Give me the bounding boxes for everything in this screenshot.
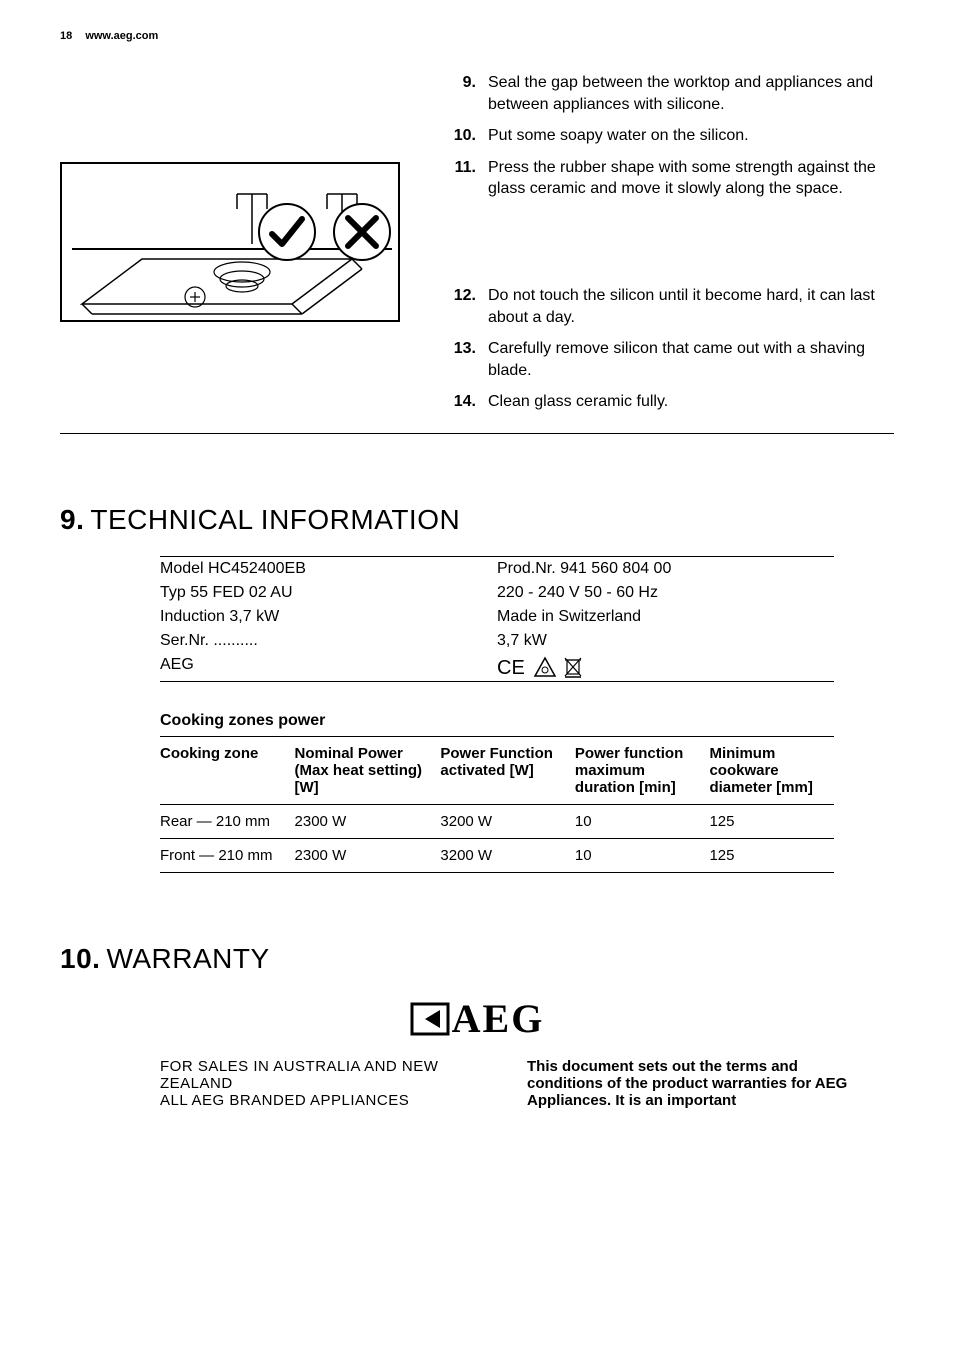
table-cell: 10 (575, 813, 710, 830)
diagram-svg (62, 164, 402, 324)
table-row: Front — 210 mm 2300 W 3200 W 10 125 (160, 839, 834, 873)
step-item: 12. Do not touch the silicon until it be… (450, 285, 894, 328)
step-text: Seal the gap between the worktop and app… (488, 72, 894, 115)
step-item: 13. Carefully remove silicon that came o… (450, 338, 894, 381)
column-header: Cooking zone (160, 745, 295, 796)
table-cell: 3200 W (440, 847, 575, 864)
step-item: 14. Clean glass ceramic fully. (450, 391, 894, 413)
step-number: 10. (450, 125, 488, 147)
step-number: 11. (450, 157, 488, 200)
table-cell: 10 (575, 847, 710, 864)
step-number: 13. (450, 338, 488, 381)
section-number: 9. (60, 504, 84, 535)
header-url: www.aeg.com (85, 30, 158, 42)
ce-mark-icon: CE (497, 656, 527, 678)
table-cell: 125 (709, 813, 834, 830)
section-heading-warranty: 10.WARRANTY (60, 943, 894, 975)
section-title: WARRANTY (106, 943, 269, 974)
tech-cell: 220 - 240 V 50 - 60 Hz (497, 584, 834, 602)
step-text: Press the rubber shape with some strengt… (488, 157, 894, 200)
tech-cell: Induction 3,7 kW (160, 608, 497, 626)
table-row: Ser.Nr. .......... 3,7 kW (160, 629, 834, 653)
aeg-logo-text: AEG (452, 996, 545, 1041)
page-number: 18 (60, 30, 72, 42)
table-row: Rear — 210 mm 2300 W 3200 W 10 125 (160, 805, 834, 839)
aeg-logo-icon (410, 999, 450, 1046)
tech-cell: 3,7 kW (497, 632, 834, 650)
svg-text:CE: CE (497, 657, 525, 678)
table-cell: Front — 210 mm (160, 847, 295, 864)
step-item: 9. Seal the gap between the worktop and … (450, 72, 894, 115)
section-heading-technical: 9.TECHNICAL INFORMATION (60, 504, 894, 536)
step-number: 9. (450, 72, 488, 115)
step-text: Clean glass ceramic fully. (488, 391, 894, 413)
step-item: 10. Put some soapy water on the silicon. (450, 125, 894, 147)
diagram-container (60, 162, 420, 423)
table-row: Model HC452400EB Prod.Nr. 941 560 804 00 (160, 557, 834, 581)
compliance-icons: CE (497, 656, 834, 678)
section-number: 10. (60, 943, 100, 974)
table-cell: Rear — 210 mm (160, 813, 295, 830)
tech-cell: Model HC452400EB (160, 560, 497, 578)
column-header: Nominal Power (Max heat setting) [W] (295, 745, 441, 796)
table-header-row: Cooking zone Nominal Power (Max heat set… (160, 737, 834, 805)
warranty-left-col: FOR SALES IN AUSTRALIA AND NEW ZEALAND A… (160, 1058, 497, 1109)
tech-cell: Ser.Nr. .......... (160, 632, 497, 650)
warranty-scope: ALL AEG BRANDED APPLIANCES (160, 1092, 497, 1109)
tech-cell: Prod.Nr. 941 560 804 00 (497, 560, 834, 578)
warranty-text: FOR SALES IN AUSTRALIA AND NEW ZEALAND A… (160, 1058, 864, 1109)
hob-sealing-diagram (60, 162, 400, 322)
column-header: Minimum cookware diameter [mm] (709, 745, 834, 796)
column-header: Power Function activated [W] (440, 745, 575, 796)
table-row: Typ 55 FED 02 AU 220 - 240 V 50 - 60 Hz (160, 581, 834, 605)
step-number: 14. (450, 391, 488, 413)
step-text: Do not touch the silicon until it become… (488, 285, 894, 328)
warranty-region: FOR SALES IN AUSTRALIA AND NEW ZEALAND (160, 1058, 497, 1092)
table-cell: 125 (709, 847, 834, 864)
step-text: Carefully remove silicon that came out w… (488, 338, 894, 381)
cooking-zones-table: Cooking zone Nominal Power (Max heat set… (160, 737, 834, 873)
step-item: 11. Press the rubber shape with some str… (450, 157, 894, 200)
tech-cell: Typ 55 FED 02 AU (160, 584, 497, 602)
aeg-logo: AEG (60, 995, 894, 1046)
weee-bin-icon (563, 656, 583, 678)
steps-list: 9. Seal the gap between the worktop and … (450, 72, 894, 423)
column-header: Power function maximum duration [min] (575, 745, 710, 796)
step-number: 12. (450, 285, 488, 328)
table-row: Induction 3,7 kW Made in Switzerland (160, 605, 834, 629)
table-cell: 2300 W (295, 813, 441, 830)
page-header: 18 www.aeg.com (60, 30, 894, 42)
warranty-right-col: This document sets out the terms and con… (527, 1058, 864, 1109)
zones-heading: Cooking zones power (160, 706, 834, 737)
table-row: AEG CE (160, 653, 834, 681)
table-cell: 2300 W (295, 847, 441, 864)
step-text: Put some soapy water on the silicon. (488, 125, 894, 147)
technical-info-table: Model HC452400EB Prod.Nr. 941 560 804 00… (160, 556, 834, 682)
section-title: TECHNICAL INFORMATION (90, 504, 460, 535)
installation-steps-section: 9. Seal the gap between the worktop and … (60, 72, 894, 434)
tech-cell: Made in Switzerland (497, 608, 834, 626)
triangle-icon (533, 656, 557, 678)
table-cell: 3200 W (440, 813, 575, 830)
tech-cell: AEG (160, 656, 497, 678)
